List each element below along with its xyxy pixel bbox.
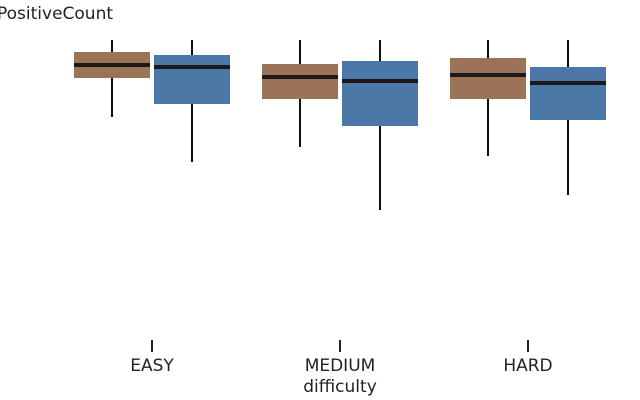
box	[342, 61, 418, 126]
x-axis-label: difficulty	[303, 377, 377, 397]
x-tick-label: EASY	[130, 356, 174, 376]
x-tick-label: MEDIUM	[305, 356, 376, 376]
x-tick-label: HARD	[503, 356, 552, 376]
box	[262, 64, 338, 99]
chart-title: PositiveCount	[0, 4, 113, 24]
box	[530, 67, 606, 120]
box	[450, 58, 526, 99]
box	[154, 55, 230, 104]
